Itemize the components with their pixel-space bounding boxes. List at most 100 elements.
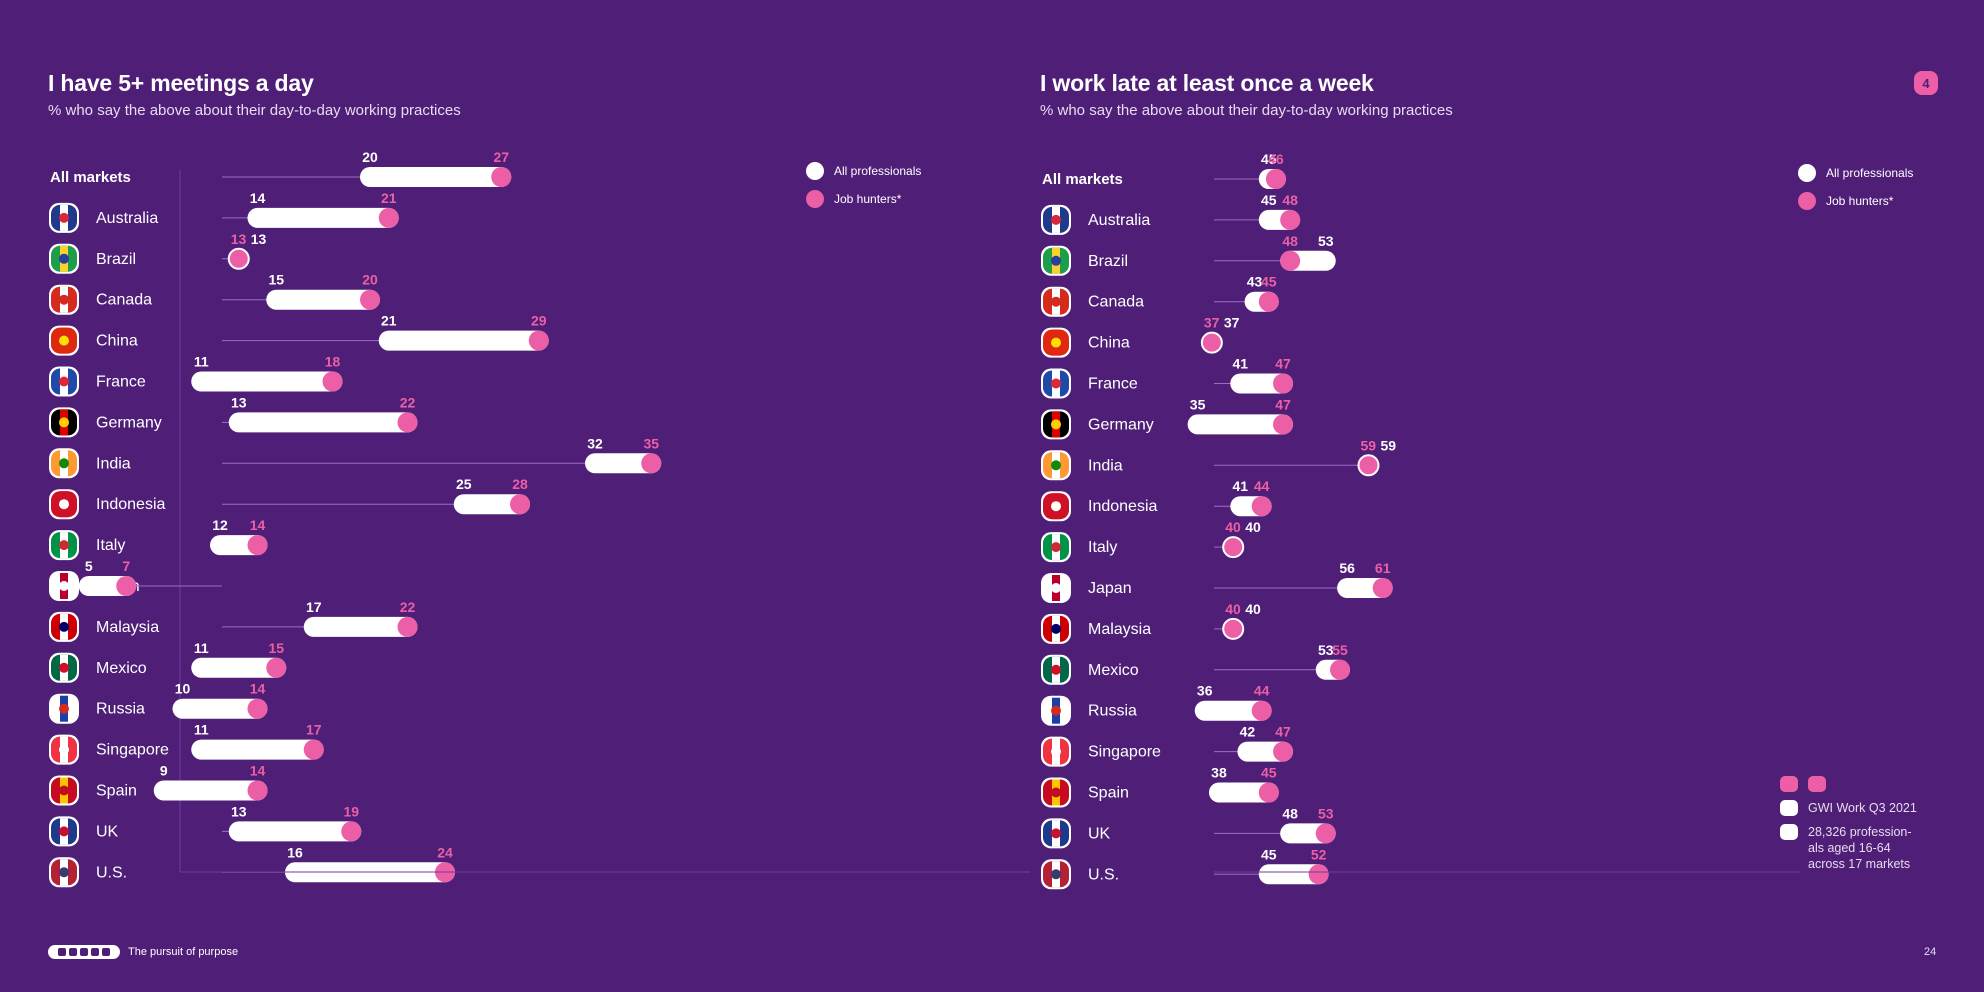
flag-japan-icon bbox=[49, 571, 79, 601]
job-hunters-dot bbox=[397, 616, 418, 637]
flag-china-icon bbox=[49, 325, 79, 356]
gwi-logo bbox=[48, 945, 120, 959]
job-hunters-dot bbox=[1357, 454, 1380, 477]
flag-germany-icon bbox=[49, 407, 79, 438]
legend-pink-dot bbox=[806, 190, 824, 208]
flag-mexico-icon bbox=[1041, 654, 1071, 685]
job-hunters-value: 40 bbox=[1225, 601, 1241, 617]
job-hunters-dot bbox=[227, 247, 250, 270]
all-professionals-value: 15 bbox=[268, 272, 284, 288]
category-label: Australia bbox=[96, 210, 158, 227]
job-hunters-dot bbox=[378, 207, 399, 228]
job-hunters-dot bbox=[360, 289, 380, 310]
source-survey: GWI Work Q3 2021 bbox=[1780, 800, 1917, 816]
job-hunters-dot bbox=[397, 412, 418, 433]
flag-france-icon bbox=[1041, 368, 1071, 399]
category-label: UK bbox=[96, 823, 119, 840]
job-hunters-value: 22 bbox=[400, 599, 416, 615]
all-professionals-value: 13 bbox=[231, 394, 247, 410]
category-label: China bbox=[1088, 335, 1130, 352]
source-sample-text: 28,326 profession- als aged 16-64 across… bbox=[1808, 824, 1912, 872]
all-professionals-value: 45 bbox=[1261, 192, 1277, 208]
job-hunters-dot bbox=[1372, 578, 1393, 598]
chart-subtitle-work-late: % who say the above about their day-to-d… bbox=[1040, 102, 1453, 119]
all-professionals-bar bbox=[191, 739, 324, 760]
job-hunters-value: 48 bbox=[1282, 233, 1298, 249]
category-label: Brazil bbox=[96, 251, 136, 268]
job-hunters-value: 20 bbox=[362, 272, 378, 288]
category-label: Mexico bbox=[96, 660, 147, 677]
flag-uk-icon bbox=[1041, 818, 1071, 849]
category-label: Indonesia bbox=[1088, 498, 1157, 515]
all-professionals-value: 48 bbox=[1282, 805, 1298, 821]
category-label: France bbox=[1088, 376, 1138, 393]
category-label: Germany bbox=[96, 414, 162, 431]
job-hunters-value: 40 bbox=[1225, 519, 1241, 535]
job-hunters-value: 52 bbox=[1311, 846, 1327, 862]
flag-italy-icon bbox=[1041, 532, 1071, 563]
source-survey-text: GWI Work Q3 2021 bbox=[1808, 801, 1917, 815]
all-professionals-bar bbox=[453, 494, 530, 515]
category-label: All markets bbox=[50, 169, 131, 186]
job-hunters-value: 7 bbox=[122, 558, 130, 574]
job-hunters-value: 47 bbox=[1275, 396, 1291, 412]
flag-brazil-icon bbox=[49, 243, 79, 274]
all-professionals-bar bbox=[153, 780, 268, 801]
page-number: 24 bbox=[1924, 946, 1937, 958]
all-professionals-value: 13 bbox=[251, 231, 267, 247]
job-hunters-value: 35 bbox=[643, 435, 659, 451]
job-hunters-value: 59 bbox=[1360, 437, 1376, 453]
footer-title: The pursuit of purpose bbox=[128, 946, 239, 958]
flag-france-icon bbox=[49, 366, 79, 397]
source-sample: 28,326 profession- als aged 16-64 across… bbox=[1780, 824, 1917, 872]
category-label: Singapore bbox=[1088, 744, 1161, 761]
all-professionals-value: 38 bbox=[1211, 765, 1227, 781]
job-hunters-dot bbox=[116, 576, 137, 596]
source-note: GWI Work Q3 2021 28,326 profession- als … bbox=[1780, 776, 1917, 880]
all-professionals-value: 16 bbox=[287, 844, 303, 860]
all-professionals-value: 42 bbox=[1240, 724, 1256, 740]
flag-india-icon bbox=[1041, 450, 1071, 481]
job-hunters-dot bbox=[1273, 414, 1294, 435]
flag-us-icon bbox=[49, 857, 79, 888]
flag-australia-icon bbox=[1041, 204, 1071, 235]
category-label: Canada bbox=[1088, 294, 1144, 311]
all-professionals-bar bbox=[247, 207, 399, 228]
flag-mexico-icon bbox=[49, 652, 79, 683]
all-professionals-value: 37 bbox=[1224, 315, 1240, 331]
flag-japan-icon bbox=[1041, 573, 1071, 603]
flag-russia-icon bbox=[49, 693, 79, 724]
legend-item-all: All professionals bbox=[1798, 159, 1913, 187]
flag-india-icon bbox=[49, 448, 79, 479]
all-professionals-value: 43 bbox=[1247, 274, 1263, 290]
all-professionals-value: 10 bbox=[175, 681, 191, 697]
category-label: Australia bbox=[1088, 212, 1150, 229]
flag-china-icon bbox=[1041, 327, 1071, 358]
all-professionals-value: 53 bbox=[1318, 233, 1334, 249]
category-label: Spain bbox=[96, 783, 137, 800]
category-label: France bbox=[96, 374, 146, 391]
job-hunters-dot bbox=[510, 494, 530, 515]
all-professionals-bar bbox=[266, 289, 380, 310]
job-hunters-dot bbox=[247, 780, 268, 801]
category-label: Italy bbox=[1088, 539, 1117, 556]
flag-canada-icon bbox=[49, 284, 79, 315]
job-hunters-dot bbox=[341, 821, 362, 842]
legend-meetings: All professionals Job hunters* bbox=[806, 157, 921, 213]
all-professionals-bar bbox=[1187, 414, 1294, 435]
all-professionals-value: 14 bbox=[250, 190, 266, 206]
category-label: UK bbox=[1088, 825, 1111, 842]
category-label: Canada bbox=[96, 292, 152, 309]
people-icon bbox=[1780, 824, 1798, 840]
all-professionals-value: 41 bbox=[1233, 478, 1249, 494]
all-professionals-value: 13 bbox=[231, 803, 247, 819]
all-professionals-value: 40 bbox=[1245, 601, 1261, 617]
all-professionals-value: 53 bbox=[1318, 642, 1334, 658]
job-hunters-dot bbox=[641, 453, 662, 474]
question-icon bbox=[1780, 776, 1798, 792]
all-professionals-value: 45 bbox=[1261, 846, 1277, 862]
job-hunters-dot bbox=[1280, 209, 1301, 230]
chart-subtitle-meetings: % who say the above about their day-to-d… bbox=[48, 102, 461, 119]
legend-item-hunters: Job hunters* bbox=[806, 185, 921, 213]
category-label: Russia bbox=[96, 701, 145, 718]
